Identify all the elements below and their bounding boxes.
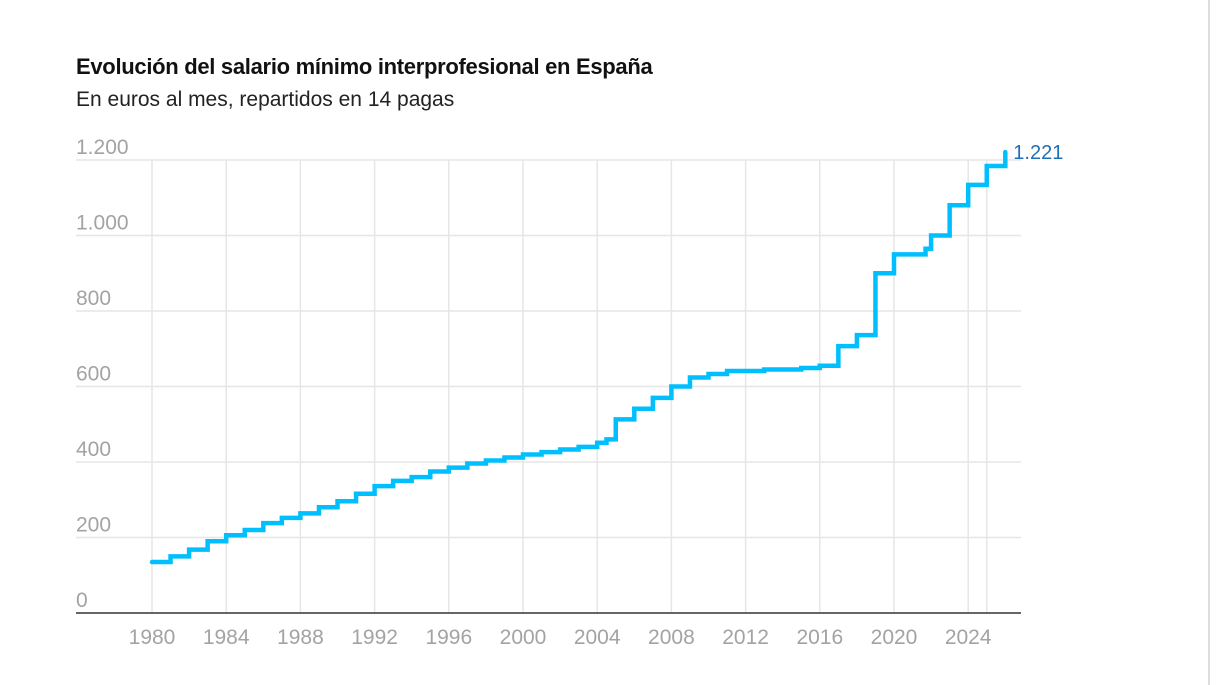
x-tick-label: 1984	[203, 626, 250, 649]
x-tick-label: 2012	[722, 626, 769, 649]
x-tick-label: 1996	[425, 626, 472, 649]
x-tick-label: 2004	[574, 626, 621, 649]
end-value-label: 1.221	[1013, 142, 1063, 164]
y-tick-label: 0	[76, 589, 88, 612]
y-tick-label: 400	[76, 438, 111, 461]
x-tick-label: 2008	[648, 626, 695, 649]
x-tick-label: 2024	[945, 626, 992, 649]
y-axis-ticks: 0 200 400 600 800 1.000 1.200	[76, 136, 129, 612]
y-tick-label: 1.200	[76, 136, 129, 159]
y-tick-label: 800	[76, 287, 111, 310]
panel-divider	[1208, 0, 1210, 685]
y-tick-label: 1.000	[76, 212, 129, 235]
x-tick-label: 1992	[351, 626, 398, 649]
y-tick-label: 600	[76, 363, 111, 386]
x-tick-label: 1980	[129, 626, 176, 649]
x-tick-label: 1988	[277, 626, 324, 649]
chart-title: Evolución del salario mínimo interprofes…	[76, 54, 653, 79]
x-tick-label: 2020	[871, 626, 918, 649]
chart-subtitle: En euros al mes, repartidos en 14 pagas	[76, 88, 455, 111]
x-axis-ticks: 1980 1984 1988 1992 1996 2000 2004 2008 2012 2016…	[129, 626, 992, 649]
series-group	[149, 149, 1008, 565]
annotation-group: 1.221	[1013, 142, 1063, 164]
y-tick-label: 200	[76, 514, 111, 537]
x-tick-label: 2000	[500, 626, 547, 649]
x-tick-label: 2016	[796, 626, 843, 649]
gridlines	[76, 159, 1021, 613]
series-line	[149, 149, 1008, 565]
